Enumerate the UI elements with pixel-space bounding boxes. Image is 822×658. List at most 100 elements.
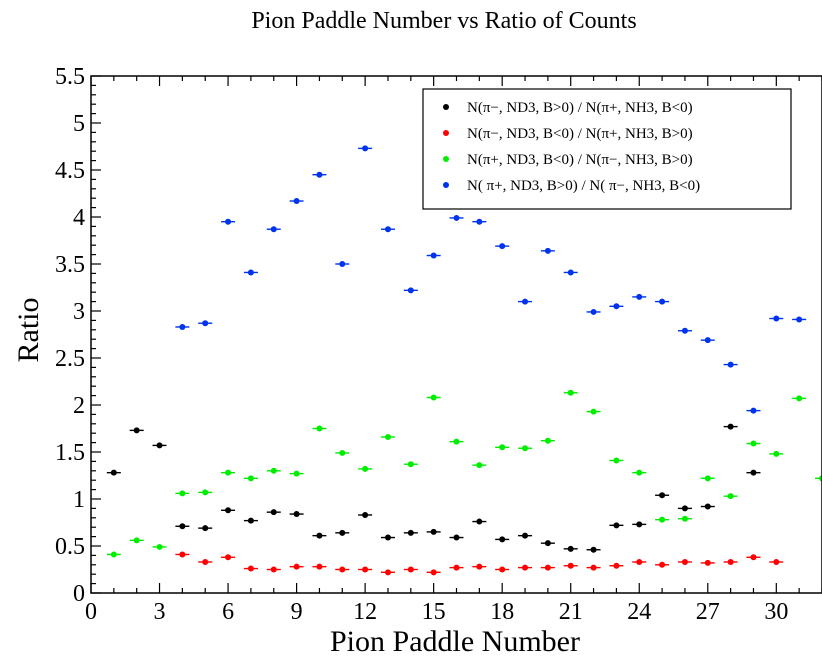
data-point <box>362 465 369 472</box>
data-point <box>110 551 117 558</box>
y-tick-label: 3.5 <box>55 252 85 278</box>
data-point <box>362 566 369 573</box>
data-point <box>636 521 643 528</box>
y-tick-label: 5.5 <box>55 64 85 90</box>
data-point <box>567 545 574 552</box>
data-point <box>659 561 666 568</box>
data-point <box>773 450 780 457</box>
data-point <box>179 523 186 530</box>
data-point <box>522 445 529 452</box>
y-tick-label: 0.5 <box>55 534 85 560</box>
data-point <box>590 308 597 315</box>
data-point <box>567 269 574 276</box>
data-point <box>681 505 688 512</box>
x-tick-label: 18 <box>490 599 514 625</box>
y-tick-label: 4.5 <box>55 158 85 184</box>
data-point <box>270 509 277 516</box>
series-4 <box>175 145 807 414</box>
data-point <box>407 287 414 294</box>
data-point <box>316 532 323 539</box>
x-tick-label: 3 <box>154 599 166 625</box>
data-point <box>339 449 346 456</box>
data-point <box>430 528 437 535</box>
data-point <box>544 437 551 444</box>
data-point <box>681 515 688 522</box>
legend-marker <box>443 130 449 136</box>
data-point <box>202 320 209 327</box>
data-point <box>681 327 688 334</box>
y-tick-label: 4 <box>73 205 85 231</box>
legend-label: N(π−, ND3, B>0) / N(π+, NH3, B<0) <box>467 100 693 116</box>
data-point <box>499 444 506 451</box>
data-point <box>499 243 506 250</box>
legend-entries: N(π−, ND3, B>0) / N(π+, NH3, B<0) N(π−, N… <box>443 100 700 194</box>
y-tick-label: 3 <box>73 299 85 325</box>
data-point <box>202 558 209 565</box>
data-point <box>544 247 551 254</box>
data-point <box>453 438 460 445</box>
data-point <box>225 507 232 514</box>
data-point <box>796 316 803 323</box>
x-axis-label: Pion Paddle Number <box>330 625 580 658</box>
data-point <box>293 511 300 518</box>
data-point <box>636 469 643 476</box>
data-point <box>704 559 711 566</box>
data-point <box>544 540 551 547</box>
x-tick-label: 24 <box>627 599 651 625</box>
x-tick-label: 9 <box>291 599 303 625</box>
x-tick-label: 27 <box>696 599 720 625</box>
series-3 <box>106 389 822 558</box>
data-point <box>225 218 232 225</box>
series-2 <box>175 551 784 576</box>
data-point <box>796 395 803 402</box>
data-point <box>636 558 643 565</box>
data-point <box>727 493 734 500</box>
y-tick-label: 1.5 <box>55 440 85 466</box>
legend-label: N(π+, ND3, B<0) / N(π−, NH3, B>0) <box>467 152 693 168</box>
data-point <box>293 198 300 205</box>
data-point <box>567 562 574 569</box>
data-point <box>590 564 597 571</box>
data-point <box>247 517 254 524</box>
data-point <box>225 554 232 561</box>
data-point <box>362 511 369 518</box>
y-axis-label: Ratio <box>12 298 45 363</box>
y-tick-label: 0 <box>73 581 85 607</box>
data-point <box>407 529 414 536</box>
y-tick-labels: 0 0.5 1 1.5 2 2.5 3 3.5 4 4.5 5 5.5 <box>55 64 85 607</box>
legend: N(π−, ND3, B>0) / N(π+, NH3, B<0) N(π−, N… <box>422 88 792 210</box>
data-point <box>407 461 414 468</box>
data-point <box>179 551 186 558</box>
data-point <box>476 563 483 570</box>
data-point <box>293 563 300 570</box>
data-point <box>110 469 117 476</box>
x-tick-labels: 0 3 6 9 12 15 18 21 24 27 30 <box>85 599 788 625</box>
data-point <box>202 489 209 496</box>
legend-marker <box>443 182 449 188</box>
data-point <box>293 470 300 477</box>
data-point <box>522 298 529 305</box>
data-point <box>247 475 254 482</box>
data-point <box>704 503 711 510</box>
data-point <box>727 361 734 368</box>
data-point <box>453 564 460 571</box>
data-point <box>499 566 506 573</box>
data-point <box>339 529 346 536</box>
data-point <box>659 492 666 499</box>
data-point <box>247 565 254 572</box>
plot-frame <box>90 75 822 594</box>
data-point <box>179 323 186 330</box>
data-point <box>773 315 780 322</box>
data-point <box>476 218 483 225</box>
data-point <box>339 261 346 267</box>
legend-marker <box>443 104 449 110</box>
data-point <box>681 558 688 565</box>
data-point <box>430 252 437 259</box>
data-point <box>727 558 734 565</box>
data-point <box>270 226 277 233</box>
data-point <box>750 469 757 476</box>
data-point <box>133 537 140 544</box>
data-point <box>156 543 163 550</box>
data-point <box>316 425 323 432</box>
